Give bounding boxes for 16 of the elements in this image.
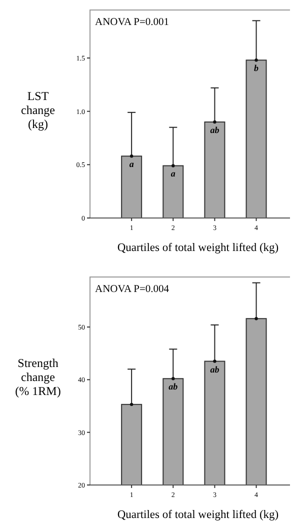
annotation: ab: [210, 364, 220, 374]
annotation: b: [254, 63, 260, 74]
bar: [246, 60, 267, 218]
y-axis-title: Strength change (% 1RM): [15, 356, 61, 398]
bar: [162, 165, 184, 218]
annotation: ab: [168, 382, 178, 392]
annotation: a: [170, 168, 176, 179]
annotation: ANOVA P=0.004: [95, 284, 170, 295]
y-axis-title: LST change (kg): [21, 89, 55, 131]
bar: [121, 156, 142, 218]
annotation: ab: [210, 125, 220, 135]
x-axis-title: Quartiles of total weight lifted (kg): [117, 242, 279, 254]
annotation: a: [129, 159, 134, 170]
annotation: ANOVA P=0.001: [95, 17, 169, 28]
x-axis-title: Quartiles of total weight lifted (kg): [117, 509, 279, 521]
bar: [204, 122, 226, 218]
